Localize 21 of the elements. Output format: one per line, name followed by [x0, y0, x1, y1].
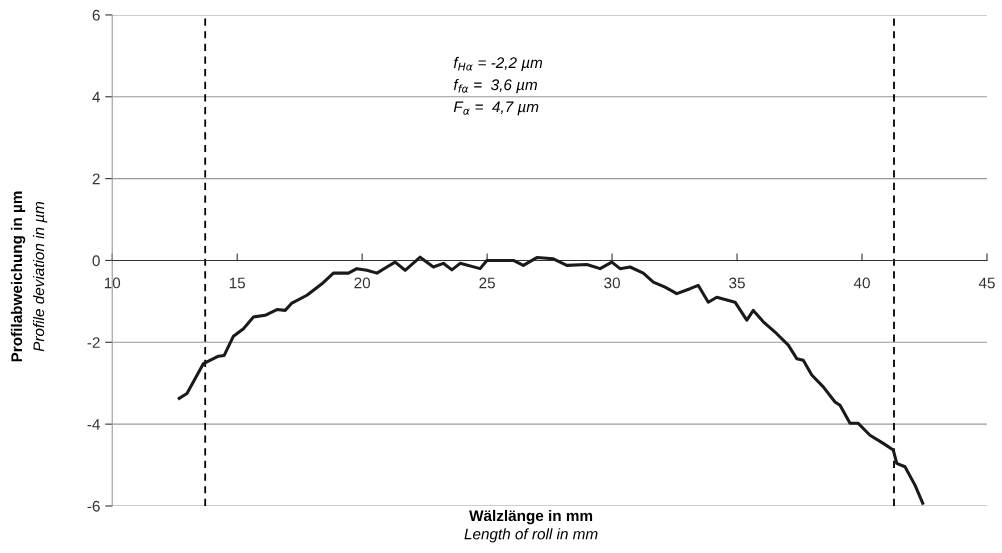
- annotation: F$_{α}$ = 4,7 µm: [453, 101, 539, 116]
- y-axis-title: Profilabweichung in µm Profile deviation in µm: [10, 191, 48, 362]
- x-axis-title: Wälzlänge in mm Length of roll in mm: [464, 509, 598, 543]
- x-tick-label: 15: [229, 277, 246, 289]
- y-tick-label: 2: [92, 173, 100, 185]
- line-series: [177, 255, 925, 505]
- y-tick-label: -6: [87, 500, 100, 512]
- x-tick-label: 25: [479, 277, 495, 289]
- x-tick-label: 20: [354, 277, 371, 289]
- y-tick-label: 4: [92, 91, 100, 103]
- x-tick-label: 40: [853, 277, 870, 289]
- annotation: f$_{Hα}$ = -2,2 µm: [453, 56, 543, 72]
- x-tick-label: 45: [978, 277, 995, 289]
- y-tick-label: 6: [92, 9, 100, 21]
- annotation: f$_{fα}$ = 3,6 µm: [453, 78, 537, 94]
- x-tick-label: 10: [104, 277, 121, 289]
- y-tick-label: 0: [92, 255, 100, 267]
- x-tick-label: 35: [729, 277, 745, 289]
- x-tick-label: 30: [604, 277, 620, 289]
- y-tick-label: -4: [87, 419, 100, 430]
- y-tick-label: -2: [87, 337, 100, 348]
